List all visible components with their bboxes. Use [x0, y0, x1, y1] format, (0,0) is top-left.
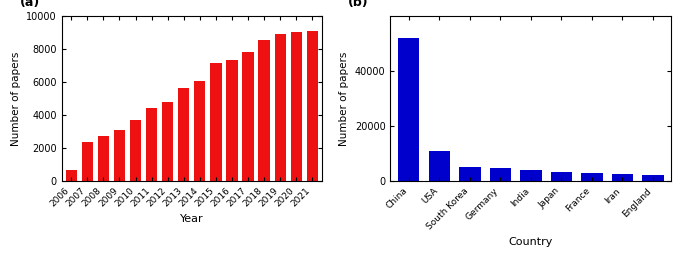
Bar — [66, 170, 77, 181]
Bar — [195, 81, 206, 181]
Bar — [98, 136, 109, 181]
Bar — [582, 173, 603, 181]
Bar — [290, 32, 302, 181]
Bar — [162, 102, 173, 181]
Bar — [210, 63, 221, 181]
Bar — [612, 174, 633, 181]
Bar — [82, 141, 93, 181]
Bar — [226, 60, 238, 181]
Bar — [490, 168, 511, 181]
Bar — [643, 175, 664, 181]
Bar — [258, 40, 270, 181]
Bar — [114, 130, 125, 181]
Bar — [178, 89, 189, 181]
Bar — [551, 172, 572, 181]
Bar — [429, 151, 450, 181]
Text: (b): (b) — [348, 0, 369, 9]
Text: (a): (a) — [20, 0, 40, 9]
Bar — [275, 34, 286, 181]
Bar — [398, 38, 419, 181]
X-axis label: Country: Country — [509, 237, 553, 247]
Bar — [130, 120, 141, 181]
Bar — [146, 108, 158, 181]
Bar — [520, 170, 542, 181]
Bar — [459, 168, 480, 181]
Y-axis label: Number of papers: Number of papers — [10, 51, 21, 146]
X-axis label: Year: Year — [180, 214, 203, 224]
Bar — [242, 52, 253, 181]
Y-axis label: Number of papers: Number of papers — [339, 51, 349, 146]
Bar — [307, 31, 318, 181]
